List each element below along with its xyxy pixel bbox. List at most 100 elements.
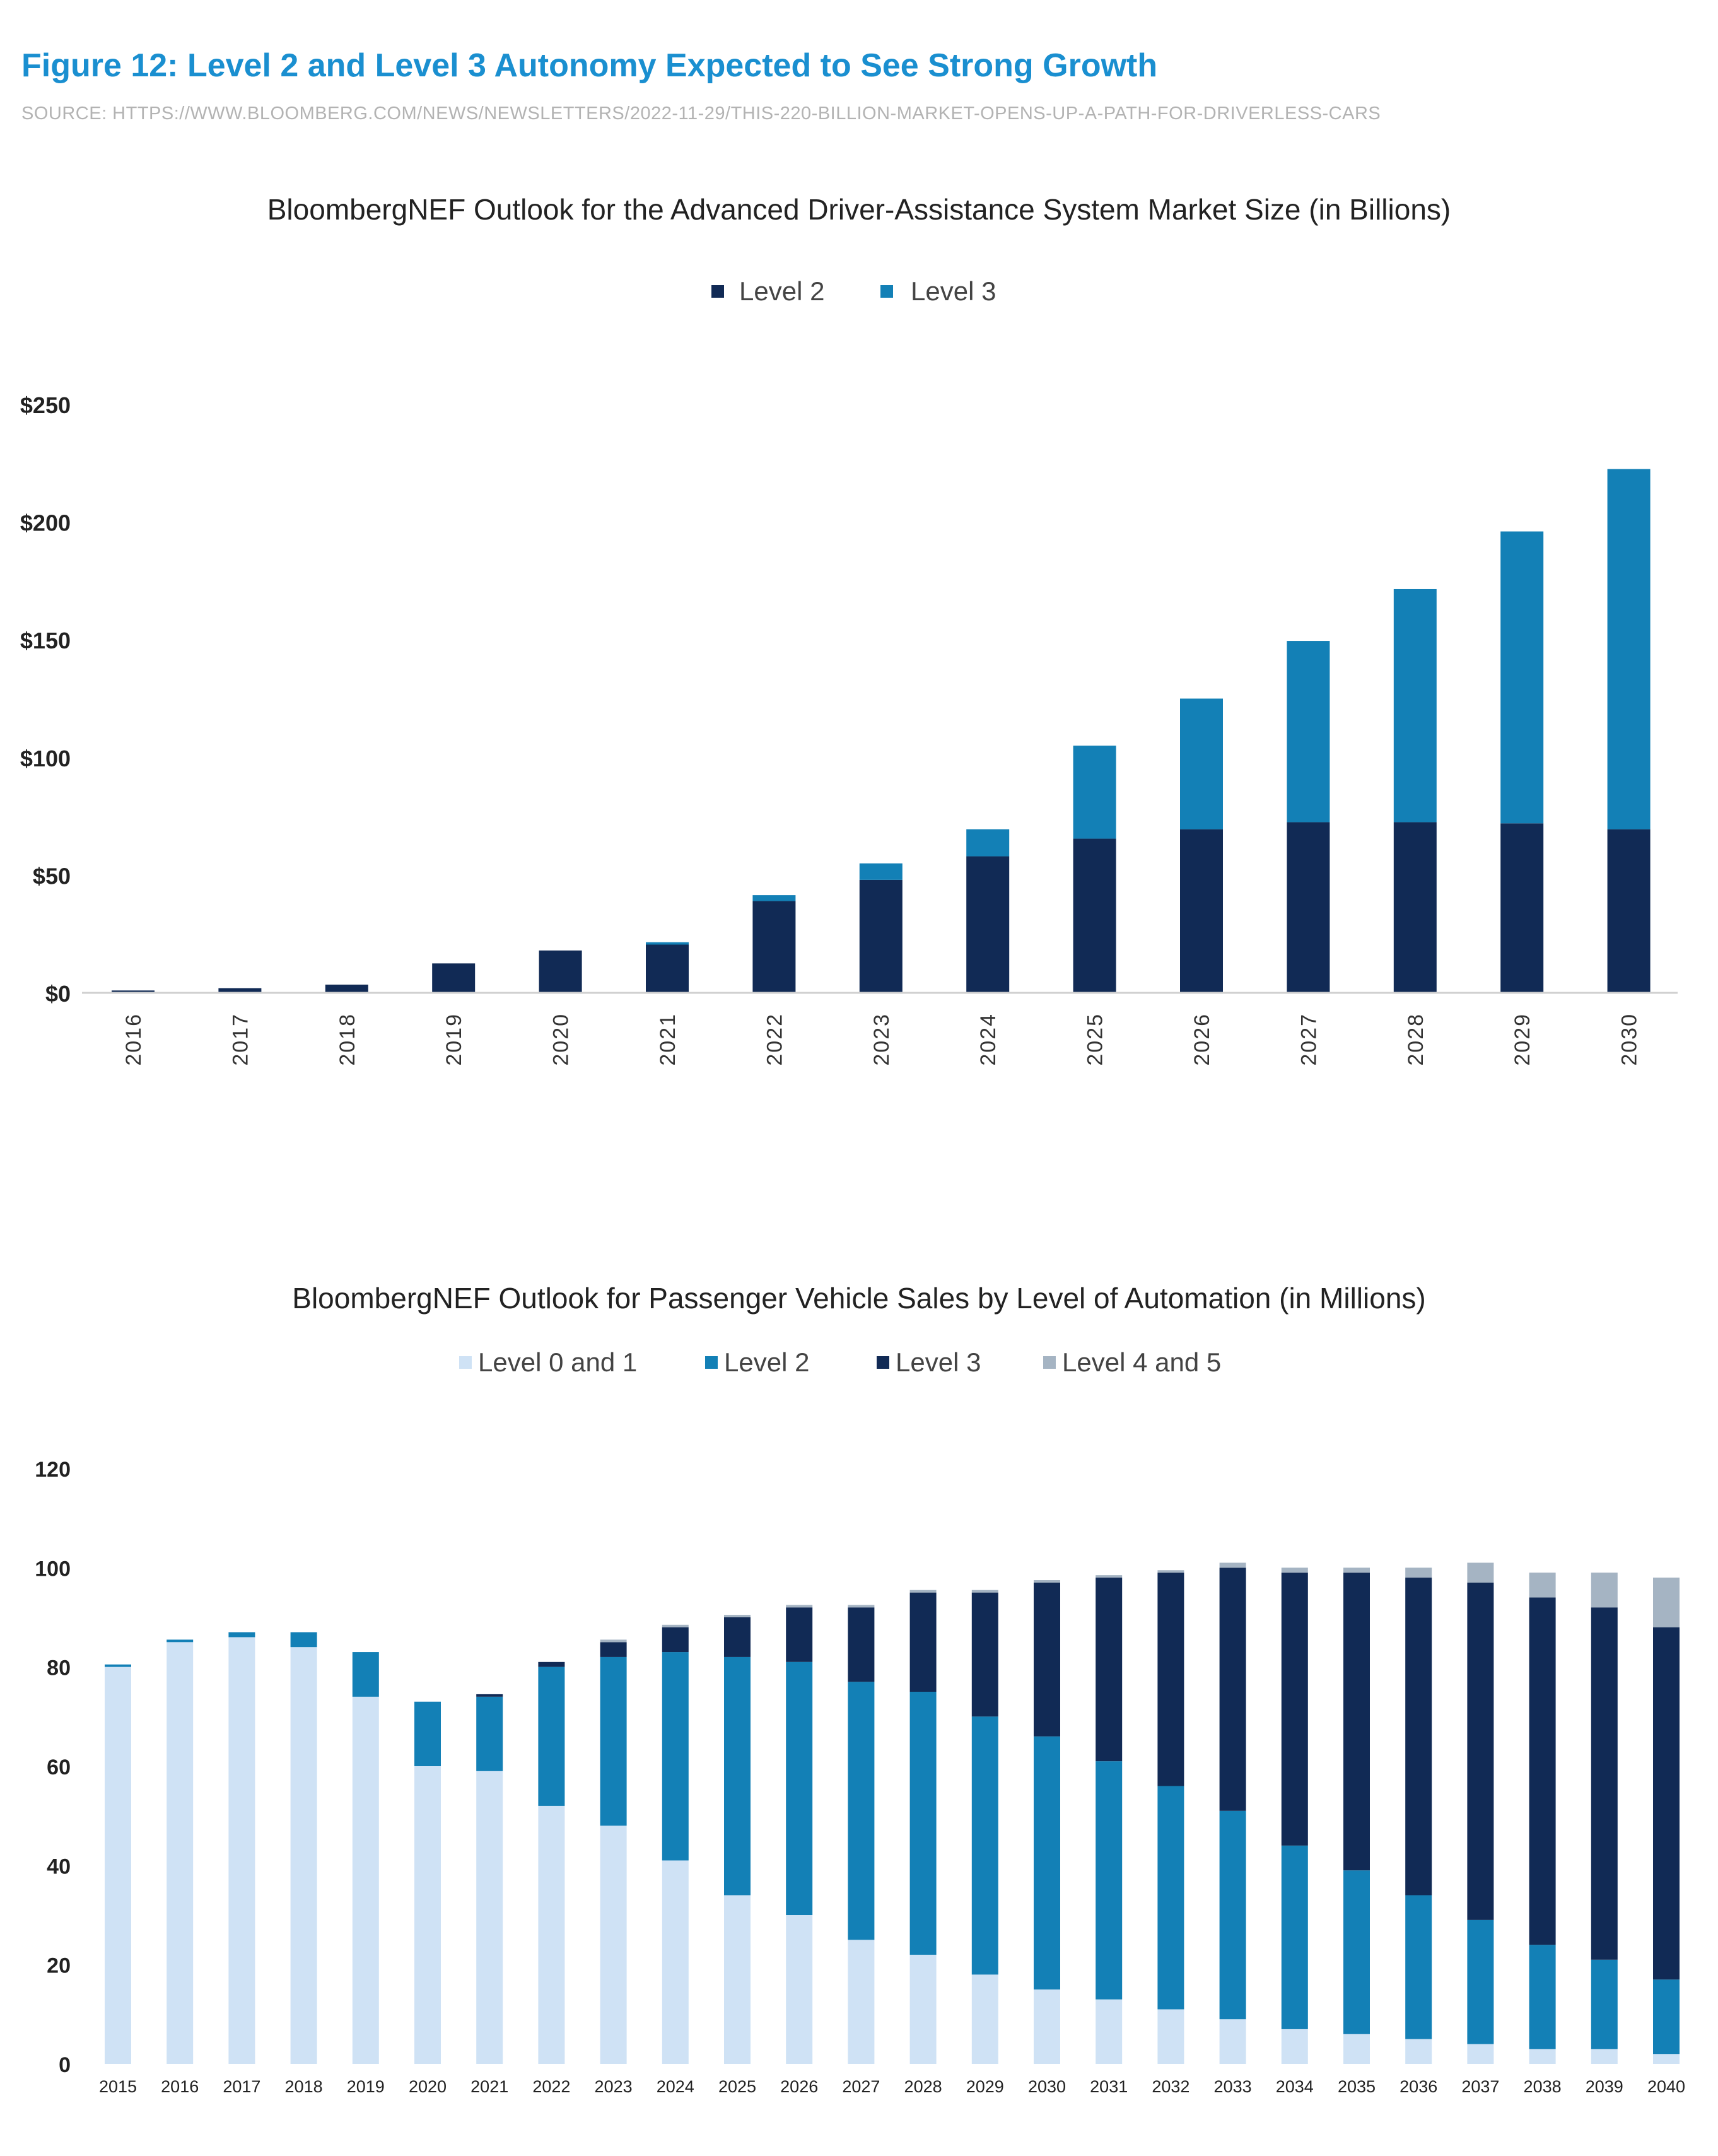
x-tick-label: 2033 xyxy=(1214,2077,1252,2096)
x-tick-label: 2022 xyxy=(532,2077,570,2096)
bar-level-2-2022 xyxy=(752,901,796,993)
chart-title: BloombergNEF Outlook for Passenger Vehic… xyxy=(292,1282,1425,1315)
y-tick-label: 80 xyxy=(47,1656,71,1680)
x-tick-label: 2030 xyxy=(1618,1013,1642,1066)
bar-level-0-and-1-2021 xyxy=(476,1771,503,2064)
x-tick-label: 2026 xyxy=(1190,1013,1214,1066)
bar-level-4-and-5-2034 xyxy=(1281,1567,1308,1573)
y-tick-label: $100 xyxy=(20,746,71,771)
x-tick-label: 2015 xyxy=(99,2077,137,2096)
x-tick-label: 2016 xyxy=(161,2077,199,2096)
legend-swatch-level-3 xyxy=(877,1356,889,1369)
x-tick-label: 2040 xyxy=(1647,2077,1685,2096)
legend-swatch-level-4-5 xyxy=(1043,1356,1056,1369)
bar-level-0-and-1-2040 xyxy=(1653,2054,1680,2064)
legend-swatch-level-0-1 xyxy=(459,1356,472,1369)
y-tick-label: $250 xyxy=(20,392,71,418)
x-tick-label: 2017 xyxy=(228,1013,252,1066)
bar-level-4-and-5-2028 xyxy=(909,1590,937,1593)
bar-level-2-2030 xyxy=(1034,1736,1060,1989)
bar-level-0-and-1-2033 xyxy=(1219,2019,1246,2064)
bar-level-4-and-5-2037 xyxy=(1467,1562,1494,1583)
bar-level-0-and-1-2035 xyxy=(1343,2034,1370,2064)
bar-level-2-2021 xyxy=(476,1696,503,1771)
bar-level-0-and-1-2023 xyxy=(600,1825,627,2064)
legend: Level 0 and 1 Level 2 Level 3 Level 4 an… xyxy=(459,1347,1221,1377)
bar-level-0-and-1-2015 xyxy=(105,1667,131,2064)
x-tick-label: 2027 xyxy=(842,2077,880,2096)
x-tick-label: 2024 xyxy=(976,1013,1000,1066)
y-tick-label: $0 xyxy=(45,981,71,1007)
y-tick-label: 20 xyxy=(47,1954,71,1978)
bar-level-3-2025 xyxy=(724,1617,751,1657)
vehicle-sales-automation-chart: BloombergNEF Outlook for Passenger Vehic… xyxy=(35,1282,1685,2096)
bar-level-3-2024 xyxy=(966,829,1010,857)
x-tick-label: 2029 xyxy=(1511,1013,1534,1066)
bars xyxy=(112,469,1651,993)
bar-level-3-2030 xyxy=(1607,469,1651,829)
bar-level-2-2017 xyxy=(218,988,262,993)
bar-level-2-2027 xyxy=(1287,822,1330,993)
bar-level-4-and-5-2031 xyxy=(1096,1575,1123,1578)
x-axis-ticks: 2016 2017 2018 2019 2020 2021 2022 2023 2024 2025… xyxy=(122,1013,1642,1066)
legend-label-level-4-5: Level 4 and 5 xyxy=(1062,1347,1221,1377)
x-tick-label: 2017 xyxy=(223,2077,260,2096)
bars xyxy=(105,1562,1680,2064)
bar-level-4-and-5-2032 xyxy=(1157,1570,1184,1573)
bar-level-3-2038 xyxy=(1529,1597,1556,1945)
bar-level-3-2023 xyxy=(600,1642,627,1657)
bar-level-0-and-1-2027 xyxy=(848,1940,875,2064)
bar-level-3-2040 xyxy=(1653,1627,1680,1980)
x-tick-label: 2030 xyxy=(1028,2077,1066,2096)
chart-title: BloombergNEF Outlook for the Advanced Dr… xyxy=(267,193,1451,226)
x-tick-label: 2024 xyxy=(657,2077,694,2096)
bar-level-2-2016 xyxy=(167,1639,194,1643)
bar-level-0-and-1-2034 xyxy=(1281,2029,1308,2064)
y-axis-ticks: $0 $50 $100 $150 $200 $250 xyxy=(20,392,71,1007)
adas-market-size-chart: BloombergNEF Outlook for the Advanced Dr… xyxy=(20,193,1678,1066)
bar-level-0-and-1-2037 xyxy=(1467,2044,1494,2064)
bar-level-2-2018 xyxy=(290,1632,317,1648)
bar-level-2-2032 xyxy=(1157,1786,1184,2010)
bar-level-2-2035 xyxy=(1343,1870,1370,2034)
y-tick-label: 60 xyxy=(47,1755,71,1779)
y-tick-label: 120 xyxy=(35,1458,71,1482)
legend-label-level-2: Level 2 xyxy=(724,1347,809,1377)
bar-level-2-2020 xyxy=(539,950,582,993)
bar-level-4-and-5-2029 xyxy=(971,1590,998,1593)
x-tick-label: 2037 xyxy=(1461,2077,1499,2096)
bar-level-4-and-5-2026 xyxy=(786,1605,813,1608)
x-tick-label: 2020 xyxy=(549,1013,573,1066)
bar-level-3-2031 xyxy=(1096,1578,1123,1762)
bar-level-0-and-1-2031 xyxy=(1096,1999,1123,2064)
bar-level-3-2024 xyxy=(662,1627,689,1653)
x-tick-label: 2039 xyxy=(1586,2077,1623,2096)
bar-level-3-2029 xyxy=(1500,531,1544,824)
x-axis-ticks: 2015 2016 2017 2018 2019 2020 2021 2022 2023 2024… xyxy=(99,2077,1685,2096)
x-tick-label: 2023 xyxy=(870,1013,894,1066)
x-tick-label: 2026 xyxy=(780,2077,818,2096)
bar-level-0-and-1-2016 xyxy=(167,1642,194,2064)
bar-level-2-2019 xyxy=(352,1652,379,1697)
bar-level-3-2036 xyxy=(1405,1578,1432,1895)
x-tick-label: 2029 xyxy=(966,2077,1004,2096)
x-tick-label: 2031 xyxy=(1090,2077,1128,2096)
bar-level-0-and-1-2022 xyxy=(538,1805,565,2064)
bar-level-2-2021 xyxy=(646,944,689,993)
legend-label-level-2: Level 2 xyxy=(739,276,824,306)
bar-level-0-and-1-2032 xyxy=(1157,2009,1184,2064)
bar-level-3-2029 xyxy=(971,1592,998,1717)
bar-level-2-2026 xyxy=(786,1661,813,1915)
bar-level-0-and-1-2029 xyxy=(971,1974,998,2064)
x-tick-label: 2036 xyxy=(1400,2077,1437,2096)
bar-level-2-2030 xyxy=(1607,829,1651,993)
bar-level-2-2037 xyxy=(1467,1919,1494,2044)
figure-title: Figure 12: Level 2 and Level 3 Autonomy … xyxy=(21,47,1158,84)
legend-swatch-level-2 xyxy=(711,285,724,298)
bar-level-0-and-1-2038 xyxy=(1529,2049,1556,2064)
bar-level-2-2028 xyxy=(909,1692,937,1955)
bar-level-2-2024 xyxy=(662,1652,689,1861)
bar-level-2-2040 xyxy=(1653,1979,1680,2054)
x-tick-label: 2021 xyxy=(470,2077,508,2096)
y-tick-label: $50 xyxy=(33,863,71,889)
